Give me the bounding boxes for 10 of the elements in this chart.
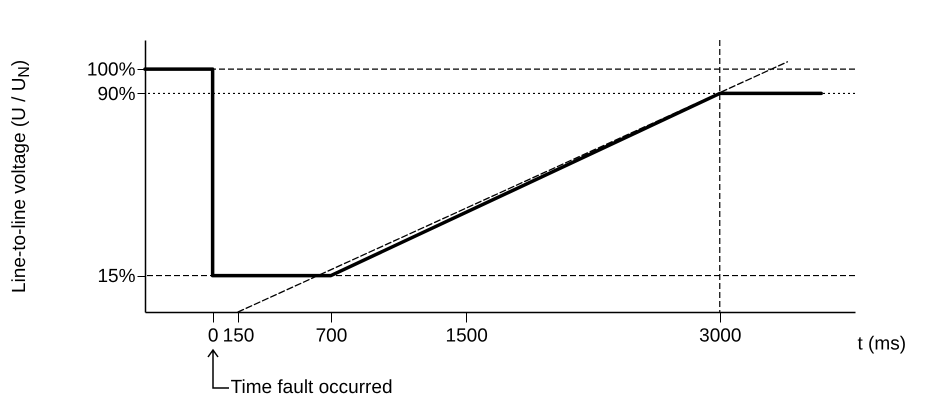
y-tick-label: 15% [97,266,136,288]
text: Time fault occurred [230,377,393,399]
x-tick-label: 700 [316,326,348,346]
x-tick-label: 150 [222,326,254,346]
x-tick-label: 0 [208,326,218,346]
y-tick-label: 100% [86,60,136,81]
x-tick-label: 1500 [446,326,488,346]
x-tick-label: 3000 [699,326,742,346]
x-axis-title: t (ms) [858,334,906,354]
y-tick-label: 90% [97,84,136,105]
